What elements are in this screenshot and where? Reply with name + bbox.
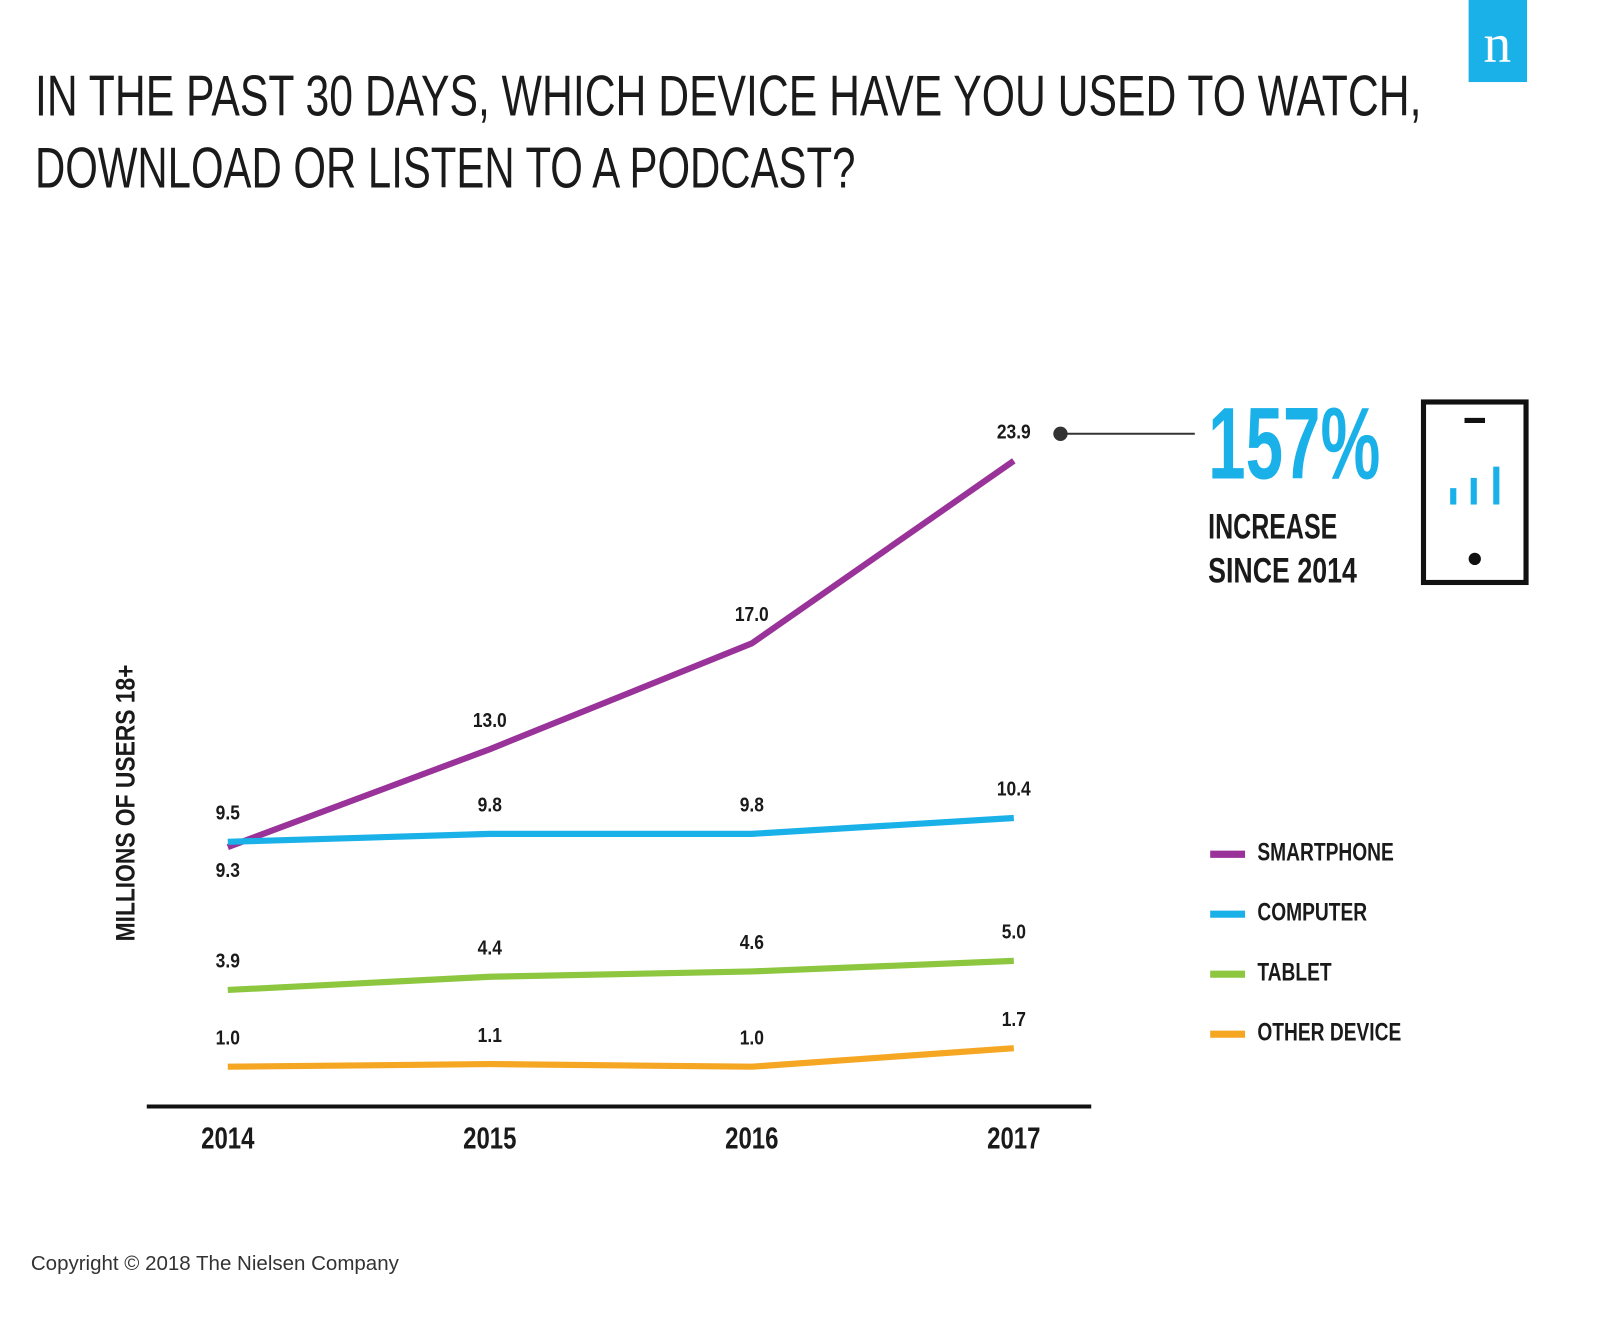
data-label: 1.7 [1002,1009,1026,1032]
phone-icon [1420,399,1529,586]
data-label: 9.8 [478,794,502,817]
x-tick-label: 2016 [725,1120,778,1155]
y-axis-label: MILLIONS OF USERS 18+ [110,665,140,942]
legend-label: SMARTPHONE [1257,838,1393,866]
logo: n [1483,13,1511,74]
data-label: 13.0 [473,710,507,733]
x-tick-label: 2014 [201,1120,254,1155]
data-label: 10.4 [997,778,1031,801]
x-tick-label: 2017 [987,1120,1040,1155]
data-label: 17.0 [735,604,769,627]
data-label: 4.4 [478,937,503,960]
legend-label: TABLET [1257,958,1332,986]
data-label: 9.8 [740,794,764,817]
series-line [227,957,1014,994]
chart-title: IN THE PAST 30 DAYS, WHICH DEVICE HAVE Y… [35,65,1421,129]
annotation-text: SINCE 2014 [1208,551,1357,590]
data-label: 23.9 [997,421,1031,444]
chart-title: DOWNLOAD OR LISTEN TO A PODCAST? [35,136,855,200]
annotation-text: INCREASE [1208,507,1337,546]
data-label: 1.0 [740,1027,764,1050]
data-label: 9.3 [216,860,240,883]
legend-label: OTHER DEVICE [1257,1018,1401,1046]
series-line [226,458,1016,850]
series-line [227,814,1014,845]
footer: Copyright © 2018 The Nielsen Company [31,1252,400,1275]
annotation-value: 157% [1208,385,1380,500]
data-label: 1.1 [478,1025,503,1048]
data-label: 5.0 [1002,921,1026,944]
data-label: 9.5 [216,802,241,825]
series-line [227,1045,1015,1070]
data-label: 4.6 [740,932,764,955]
legend-label: COMPUTER [1257,898,1367,926]
x-tick-label: 2015 [463,1120,516,1155]
logo-box [1468,0,1528,83]
data-label: 3.9 [216,950,240,973]
data-label: 1.0 [216,1027,240,1050]
